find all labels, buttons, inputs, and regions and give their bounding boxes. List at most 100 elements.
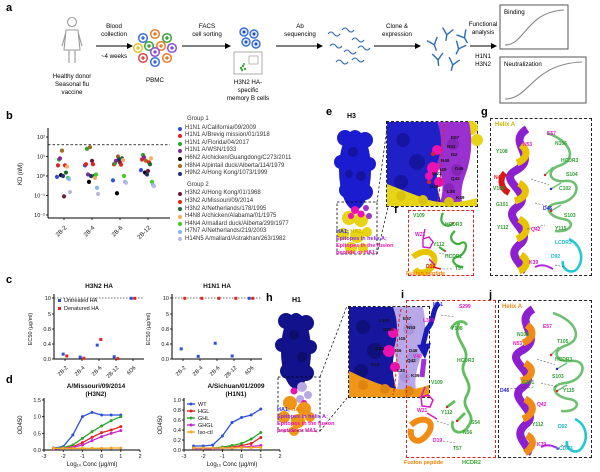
residue-label: L38 (397, 368, 405, 373)
step-sublabel: H1N1 (475, 53, 491, 60)
panel-label-h: h (266, 292, 273, 304)
tick-label: 10² (37, 135, 45, 141)
x-category-label: 2B-2 (57, 365, 69, 377)
data-line (53, 411, 121, 449)
residue-label: N49 (494, 175, 504, 181)
residue-label: W21 (375, 346, 385, 351)
x-category-label: 6D6 (126, 365, 137, 376)
legend-label: H3N2 A/Netherlands/178/1995 (185, 205, 267, 212)
h3-epitope-surface (387, 121, 483, 207)
data-point (87, 145, 93, 150)
legend-marker-icon (178, 134, 182, 139)
hcdr2-label: HCDR2 (462, 460, 481, 466)
tick-label: 0.2 (173, 438, 181, 444)
data-point (230, 354, 234, 358)
caption-segment: HA2; (289, 407, 305, 413)
tick-label: 0.8 (173, 408, 181, 414)
residue-label: S104 (566, 172, 578, 178)
bcell-label: memory B cells (227, 95, 269, 102)
caption-segment: HA1; (336, 229, 349, 235)
data-point (144, 172, 150, 177)
tick-label: 0.0 (33, 448, 41, 454)
legend-label: WT (198, 402, 207, 408)
bcell-label: specific (238, 87, 259, 94)
residue-label: K39 (537, 442, 547, 448)
data-point (200, 296, 204, 300)
legend-label: HGL (198, 409, 209, 415)
fusion-peptide-interface-h1: HA1 S299 L300 Y108 V40 HCDR3 V109 W21 Y112 S54 N56… (406, 300, 496, 458)
residue-label: Y112 (433, 242, 445, 248)
data-point (55, 163, 61, 168)
y-axis-label: EC50 (µg/ml) (146, 313, 152, 346)
data-point (196, 354, 200, 358)
legend-label: GHL (198, 416, 209, 422)
residue-label: LCDR3 (556, 446, 573, 452)
residue-label: D92 (558, 424, 568, 430)
data-point (120, 158, 126, 163)
residue-label: HA1 (433, 302, 444, 308)
legend-item: H3N2 A/Hong Kong/01/1968 (178, 190, 338, 198)
data-point (94, 185, 100, 190)
legend-label: H4N4 A/mallard duck/Alberta/299/1977 (185, 220, 289, 227)
legend-marker-icon (58, 299, 61, 302)
residue-label: S299 (459, 304, 471, 310)
data-point (138, 168, 144, 173)
legend-marker-icon (178, 199, 182, 204)
legend-marker-icon (178, 141, 182, 146)
tick-label: 0.5 (33, 431, 41, 437)
tick-label: -2 (201, 454, 206, 460)
data-point (60, 173, 66, 179)
chart-title: H1N1 HA (203, 283, 231, 290)
caption-segment: peptide or HA1; (336, 249, 377, 256)
residue-label: D19 (430, 184, 439, 189)
residue-label: D46 (500, 388, 510, 394)
data-point (133, 296, 137, 300)
residue-label: N53 (407, 325, 416, 330)
step-sublabel: H3N2 (475, 61, 491, 68)
residue-label: G101 (522, 380, 535, 386)
fusion-peptide-interface-h3: V109 HCDR3 W21 Y112 HCDR2 D19 T57 (408, 210, 474, 276)
y-axis-label: OD450 (158, 415, 164, 435)
data-point (90, 446, 94, 450)
tick-label: 10 (163, 296, 169, 302)
data-point (80, 441, 84, 445)
residue-label: E57 (547, 131, 556, 137)
legend-label: H4N8 A/chicken/Alabama/01/1975 (185, 213, 277, 220)
x-category-label: 2B-12 (137, 225, 153, 241)
tick-label: 10⁻¹ (34, 194, 45, 200)
tick-label: -3 (42, 454, 47, 460)
data-point (141, 155, 147, 160)
residue-label: N56 (463, 430, 473, 436)
step-label: Functional (469, 21, 498, 28)
legend-label: H3N2 A/Hong Kong/01/1968 (185, 190, 261, 197)
legend-marker-icon (58, 307, 61, 310)
fusion-peptide-art (411, 212, 467, 276)
legend-label: H1N1 A/Brevig mission/01/1918 (185, 132, 270, 139)
residue-label: K39 (456, 195, 465, 200)
legend-marker-icon (178, 164, 182, 169)
legend-item: H1N1 A/Brevig mission/01/1918 (178, 132, 338, 140)
legend-item: H4N4 A/mallard duck/Alberta/299/1977 (178, 221, 338, 229)
legend-marker-icon (178, 171, 182, 176)
data-point (249, 446, 253, 449)
chart-subtitle: (H1N1) (226, 391, 247, 398)
caption-segment: peptide or HA1; (277, 427, 318, 434)
data-point (119, 429, 123, 433)
data-point (92, 175, 98, 180)
h1-color-key: HA1; HA2; Epitopes in helix A; Epitopes in… (277, 407, 334, 435)
data-point (66, 176, 72, 182)
residue-label: HCDR3 (561, 158, 579, 164)
bcell-cluster-icon (239, 27, 261, 49)
data-point (80, 443, 84, 447)
residue-label: D19 (433, 438, 443, 444)
residue-label: N49 (441, 158, 450, 163)
data-point (71, 433, 75, 437)
residue-label: D46 (543, 206, 553, 212)
data-point (61, 446, 65, 450)
binding-label: Binding (504, 9, 525, 16)
panel-label-e: e (326, 106, 333, 118)
legend-label: H6N2 A/chicken/Guangdong/C273/2011 (185, 154, 292, 161)
residue-label: Y108 (451, 326, 463, 332)
data-point (192, 446, 196, 450)
x-category-label: 2B-4 (74, 365, 86, 377)
